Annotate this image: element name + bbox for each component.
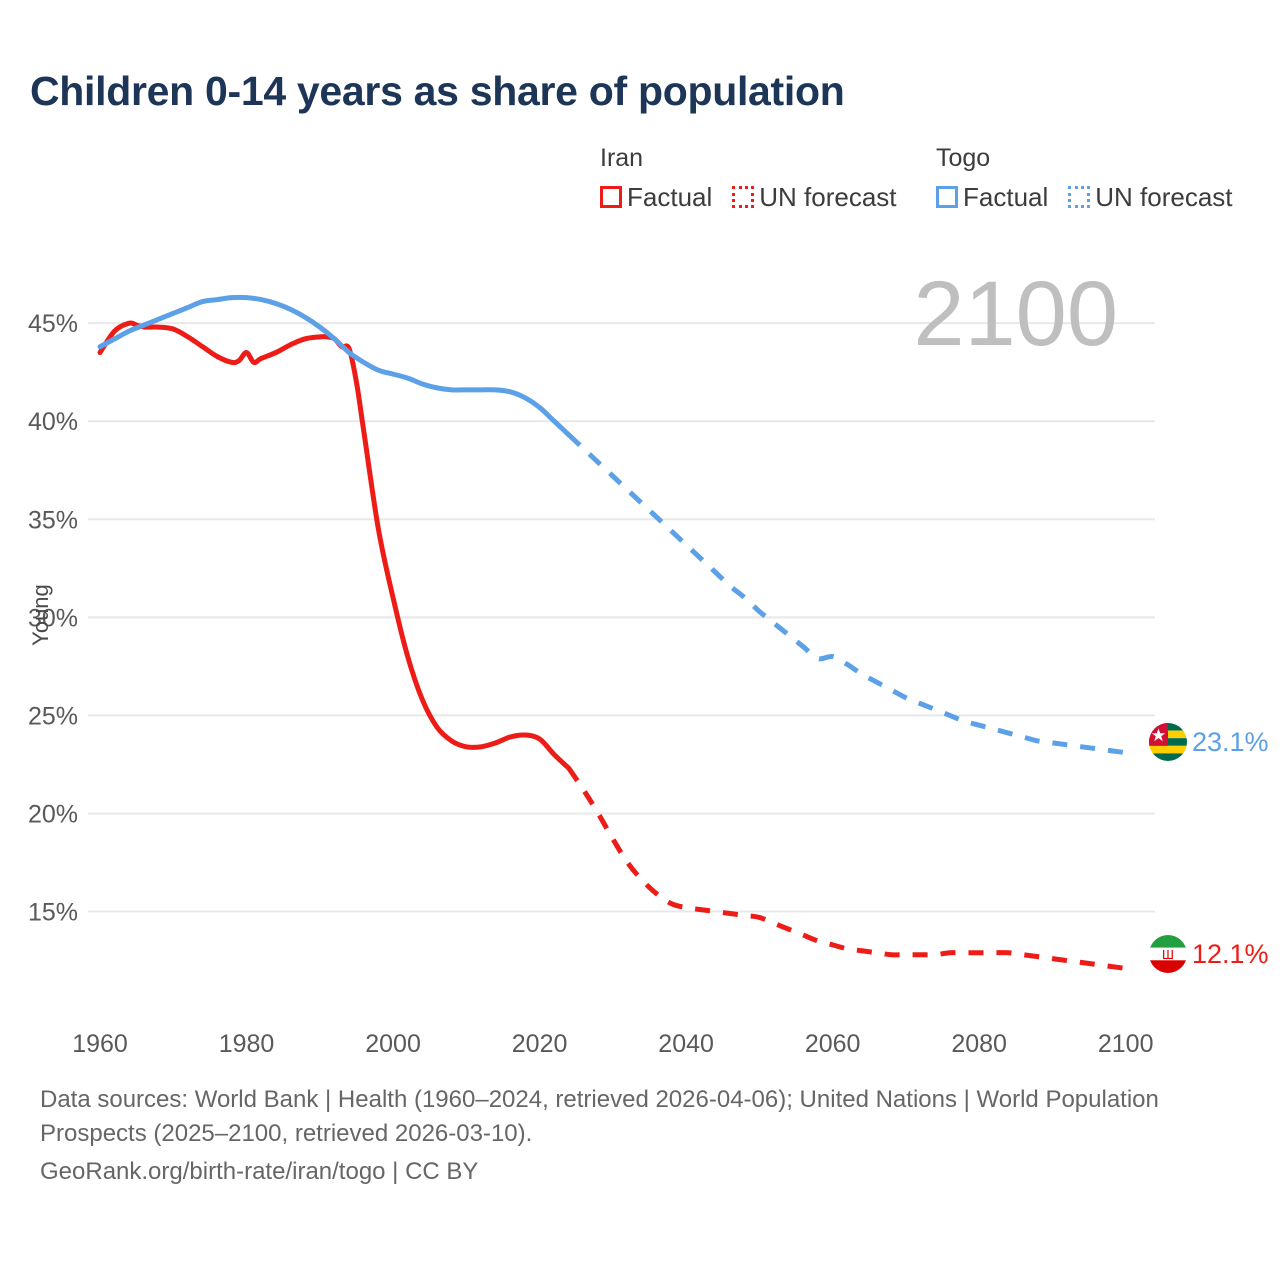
- chart-series: [97, 294, 1127, 971]
- y-axis-tick-label: 25%: [28, 702, 78, 730]
- togo-end-value-label: 23.1%: [1192, 727, 1269, 757]
- legend-item-label: UN forecast: [759, 182, 897, 212]
- y-axis-tick-label: 45%: [28, 310, 78, 338]
- x-axis-tick-label: 1980: [219, 1030, 275, 1058]
- legend-item-iran-forecast[interactable]: UN forecast: [732, 182, 897, 212]
- x-axis-tick-label: 2080: [951, 1030, 1007, 1058]
- footer: Data sources: World Bank | Health (1960–…: [40, 1083, 1190, 1189]
- x-axis-tick-label: 2020: [512, 1030, 568, 1058]
- y-axis-title: Young: [28, 584, 53, 646]
- chart-gridlines: [88, 322, 1155, 913]
- footer-credit: GeoRank.org/birth-rate/iran/togo | CC BY: [40, 1158, 479, 1185]
- x-axis-tick-label: 2100: [1098, 1030, 1154, 1058]
- y-axis-tick-label: 35%: [28, 506, 78, 534]
- year-watermark: 2100: [913, 263, 1118, 365]
- legend-item-label: Factual: [627, 182, 713, 212]
- chart-legend: Iran Factual UN forecast Togo Factual: [600, 143, 1260, 223]
- page-title: Children 0-14 years as share of populati…: [30, 68, 845, 114]
- legend-country-label-togo: Togo: [936, 144, 991, 172]
- footer-data-sources: Data sources: World Bank | Health (1960–…: [40, 1086, 1159, 1147]
- legend-item-togo-forecast[interactable]: UN forecast: [1068, 182, 1233, 212]
- legend-item-togo-factual[interactable]: Factual: [936, 184, 1048, 210]
- legend-row-iran: Factual UN forecast: [600, 184, 897, 210]
- legend-item-iran-factual[interactable]: Factual: [600, 184, 712, 210]
- x-axis-tick-label: 2040: [658, 1030, 714, 1058]
- legend-swatch-solid-icon: [936, 186, 958, 208]
- series-line-forecast-togo: [567, 433, 1127, 756]
- y-axis-tick-label: 15%: [28, 899, 78, 927]
- series-line-forecast-iran: [566, 766, 1127, 971]
- legend-swatch-dotted-icon: [732, 186, 755, 208]
- x-axis-ticks: 1960 1980 2000 2020 2040 2060 2080 2100: [72, 1030, 1153, 1058]
- chart-end-markers: 23.1% Ш 12.1%: [1149, 723, 1269, 973]
- chart-area: 2100 15% 20% 25% 30% 35% 40% 45% 1960 1980 2000 2…: [0, 230, 1280, 1070]
- iran-end-value-label: 12.1%: [1192, 939, 1269, 969]
- series-line-factual-togo: [97, 294, 572, 438]
- legend-group-togo: Togo Factual UN forecast: [936, 143, 1233, 210]
- legend-swatch-solid-icon: [600, 186, 622, 208]
- legend-country-label-iran: Iran: [600, 144, 644, 172]
- y-axis-ticks: 15% 20% 25% 30% 35% 40% 45%: [28, 310, 78, 926]
- series-line-factual-iran: [97, 320, 572, 771]
- iran-flag-icon: Ш: [1149, 935, 1187, 973]
- legend-swatch-dotted-icon: [1068, 186, 1091, 208]
- line-chart: 2100 15% 20% 25% 30% 35% 40% 45% 1960 1980 2000 2…: [28, 263, 1269, 1058]
- legend-group-iran: Iran Factual UN forecast: [600, 143, 897, 210]
- y-axis-tick-label: 20%: [28, 800, 78, 828]
- x-axis-tick-label: 1960: [72, 1030, 128, 1058]
- y-axis-tick-label: 30%: [28, 604, 78, 632]
- x-axis-tick-label: 2060: [805, 1030, 861, 1058]
- x-axis-tick-label: 2000: [365, 1030, 421, 1058]
- legend-item-label: Factual: [963, 182, 1049, 212]
- svg-text:Ш: Ш: [1162, 947, 1174, 962]
- y-axis-tick-label: 40%: [28, 408, 78, 436]
- togo-flag-icon: [1149, 723, 1187, 761]
- legend-row-togo: Factual UN forecast: [936, 184, 1233, 210]
- legend-item-label: UN forecast: [1095, 182, 1233, 212]
